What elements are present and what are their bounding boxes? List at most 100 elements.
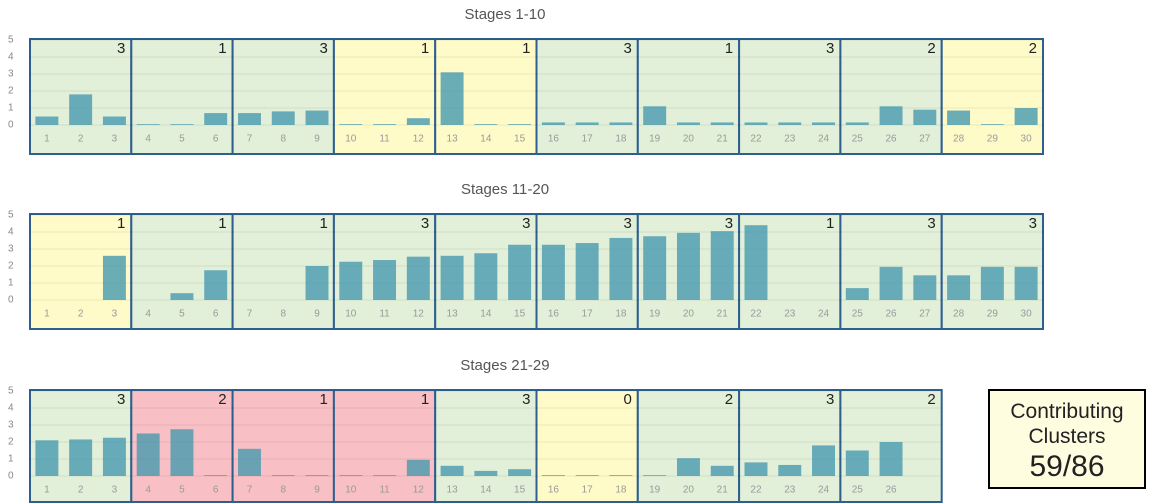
stage-background — [231, 38, 335, 155]
x-tick-label: 15 — [514, 309, 526, 320]
stage-count: 3 — [421, 215, 429, 232]
bar — [373, 475, 397, 476]
stage-background — [839, 38, 943, 155]
bar — [69, 439, 93, 476]
stage-count: 3 — [117, 40, 125, 57]
x-tick-label: 16 — [548, 309, 560, 320]
bar — [744, 462, 768, 476]
y-tick-label: 0 — [8, 295, 14, 306]
stage-count: 1 — [522, 40, 530, 57]
bar — [373, 124, 397, 125]
y-tick-label: 3 — [8, 69, 14, 80]
bar — [879, 106, 903, 125]
x-tick-label: 20 — [683, 134, 695, 145]
stage-count: 3 — [725, 215, 733, 232]
bar — [1014, 266, 1038, 300]
x-tick-label: 29 — [987, 134, 999, 145]
x-tick-label: 19 — [649, 485, 661, 496]
bar — [710, 231, 734, 300]
bar — [609, 122, 633, 125]
stage-count: 2 — [927, 391, 935, 408]
stage-count: 3 — [927, 215, 935, 232]
x-tick-label: 8 — [280, 134, 286, 145]
bar — [35, 116, 59, 125]
x-tick-label: 21 — [717, 309, 729, 320]
bar — [643, 236, 667, 300]
stage-count: 1 — [218, 215, 226, 232]
x-tick-label: 15 — [514, 485, 526, 496]
bar — [204, 113, 228, 125]
x-tick-label: 14 — [480, 309, 492, 320]
x-tick-label: 28 — [953, 309, 965, 320]
x-tick-label: 17 — [582, 309, 594, 320]
x-tick-label: 9 — [314, 134, 320, 145]
bar — [778, 464, 802, 476]
x-tick-label: 19 — [649, 309, 661, 320]
stage-count: 1 — [117, 215, 125, 232]
bar — [575, 243, 599, 300]
x-tick-label: 4 — [145, 134, 151, 145]
bar — [508, 469, 532, 476]
x-tick-label: 2 — [78, 309, 84, 320]
stage-count: 1 — [421, 40, 429, 57]
bar — [1014, 108, 1038, 125]
bar — [947, 275, 971, 300]
x-tick-label: 30 — [1021, 134, 1033, 145]
x-tick-label: 12 — [413, 309, 425, 320]
bar — [170, 293, 194, 300]
stage-count: 3 — [522, 215, 530, 232]
summary-value: 59/86 — [1029, 450, 1105, 483]
bar — [136, 433, 160, 476]
x-tick-label: 3 — [112, 309, 118, 320]
y-tick-label: 0 — [8, 471, 14, 482]
x-tick-label: 24 — [818, 134, 830, 145]
x-tick-label: 21 — [717, 485, 729, 496]
stage-count: 2 — [218, 391, 226, 408]
bar — [676, 122, 700, 125]
bar — [879, 442, 903, 476]
bar — [744, 122, 768, 125]
bar — [980, 266, 1004, 300]
bar — [474, 124, 498, 125]
x-tick-label: 25 — [852, 134, 864, 145]
x-tick-label: 5 — [179, 485, 185, 496]
x-tick-label: 7 — [247, 309, 253, 320]
bar — [305, 266, 329, 300]
stage-background — [535, 38, 639, 155]
bar — [170, 429, 194, 476]
x-tick-label: 16 — [548, 485, 560, 496]
x-tick-label: 20 — [683, 485, 695, 496]
x-tick-label: 25 — [852, 485, 864, 496]
bar — [710, 122, 734, 125]
bar — [339, 261, 363, 300]
bar — [676, 458, 700, 476]
x-tick-label: 2 — [78, 134, 84, 145]
x-tick-label: 17 — [582, 134, 594, 145]
bar — [406, 118, 430, 125]
bar — [643, 475, 667, 476]
x-tick-label: 1 — [44, 134, 50, 145]
summary-box: Contributing Clusters 59/86 — [988, 389, 1146, 489]
chart-title: Stages 11-20 — [461, 181, 549, 198]
bar — [609, 237, 633, 300]
bar — [474, 470, 498, 476]
chart-title: Stages 21-29 — [460, 357, 549, 374]
bar — [170, 124, 194, 125]
x-tick-label: 12 — [413, 134, 425, 145]
bar — [339, 475, 363, 476]
bar — [676, 232, 700, 300]
x-tick-label: 3 — [112, 485, 118, 496]
y-tick-label: 1 — [8, 454, 14, 465]
x-tick-label: 10 — [345, 134, 357, 145]
x-tick-label: 1 — [44, 309, 50, 320]
bar — [204, 270, 228, 300]
bar — [102, 437, 126, 476]
x-tick-label: 7 — [247, 134, 253, 145]
bar — [508, 124, 532, 125]
bar — [136, 124, 160, 125]
x-tick-label: 13 — [447, 134, 459, 145]
bar — [339, 124, 363, 125]
bar — [845, 288, 869, 300]
x-tick-label: 22 — [750, 309, 762, 320]
y-tick-label: 3 — [8, 420, 14, 431]
